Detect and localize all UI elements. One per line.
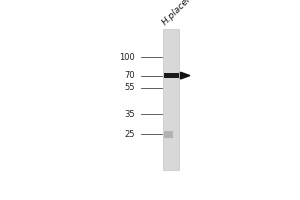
Text: 100: 100	[119, 53, 135, 62]
Text: 35: 35	[124, 110, 135, 119]
Text: 55: 55	[124, 83, 135, 92]
Bar	[164, 131, 173, 138]
Text: H.placenta: H.placenta	[160, 0, 201, 27]
Bar	[163, 29, 179, 170]
Bar	[164, 73, 178, 78]
Polygon shape	[181, 72, 190, 79]
Text: 70: 70	[124, 71, 135, 80]
Text: 25: 25	[124, 130, 135, 139]
